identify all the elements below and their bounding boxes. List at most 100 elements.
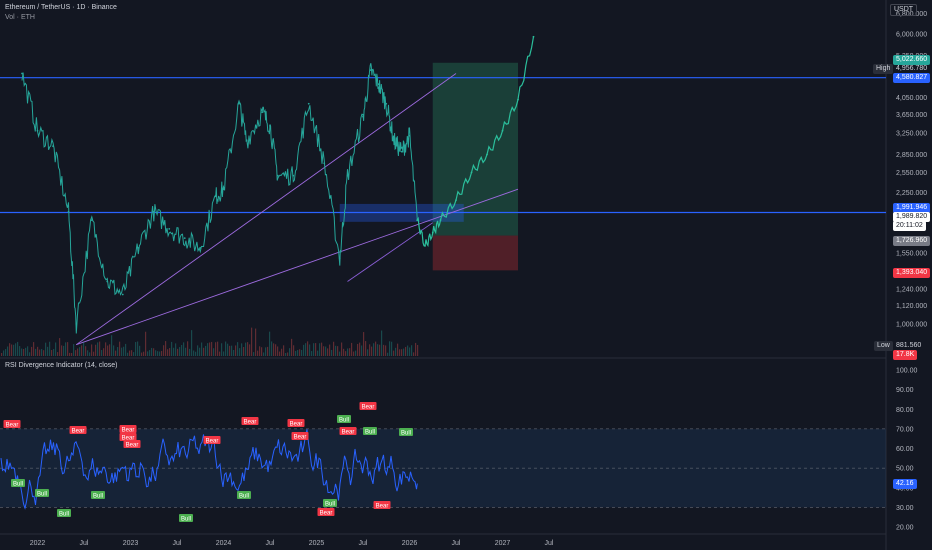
volume-bar — [307, 341, 309, 356]
volume-bar — [179, 347, 181, 356]
volume-bar — [3, 350, 5, 356]
volume-bar — [275, 344, 277, 356]
price-point — [21, 72, 23, 75]
price-axis-tick: 2,850.000 — [896, 152, 927, 159]
volume-bar — [143, 351, 145, 356]
volume-bar — [9, 343, 11, 356]
volume-bar — [101, 350, 103, 356]
volume-bar — [353, 351, 355, 356]
bear-signal-label — [3, 420, 21, 428]
volume-bar — [141, 352, 143, 356]
volume-bar — [403, 348, 405, 356]
price-point — [245, 139, 248, 142]
bull-signal-label — [363, 427, 377, 435]
volume-bar — [73, 344, 75, 356]
volume-bar — [153, 348, 155, 356]
projected-path-line — [416, 36, 535, 248]
volume-bar — [265, 347, 267, 356]
price-axis-tick: 3,650.000 — [896, 112, 927, 119]
volume-bar — [107, 345, 109, 356]
bear-signal-label — [373, 501, 391, 509]
volume-bar — [31, 346, 33, 356]
volume-bar — [123, 346, 125, 356]
price-axis-tick: 4,050.000 — [896, 95, 927, 102]
volume-bar — [169, 348, 171, 356]
volume-bar — [119, 341, 121, 356]
rsi-axis-tick: 30.00 — [896, 505, 914, 512]
bear-signal-text: Bear — [342, 430, 355, 436]
volume-bar — [385, 345, 387, 356]
volume-bar — [99, 341, 101, 356]
volume-bar — [89, 352, 91, 356]
volume-bar — [411, 345, 413, 356]
volume-bar — [47, 346, 49, 356]
bear-signal-label — [241, 417, 259, 425]
volume-bar — [333, 341, 335, 356]
time-axis-tick: Jul — [359, 540, 368, 547]
time-axis-tick: Jul — [266, 540, 275, 547]
volume-bar — [269, 331, 271, 356]
volume-bar — [11, 344, 13, 356]
volume-bar — [375, 341, 377, 356]
projected-point — [486, 153, 488, 156]
price-point — [183, 237, 186, 240]
volume-bar — [267, 346, 269, 356]
price-axis-tick: 6,000.000 — [896, 32, 927, 39]
currency-selector[interactable]: USDT — [890, 4, 918, 16]
volume-bar — [405, 346, 407, 356]
volume-bar — [349, 348, 351, 356]
volume-bar — [23, 349, 25, 356]
bear-signal-text: Bear — [244, 420, 257, 426]
volume-bar — [237, 342, 239, 356]
volume-bar — [263, 352, 265, 356]
rsi-axis-tick: 80.00 — [896, 407, 914, 414]
volume-bar — [17, 341, 19, 356]
stop-zone — [432, 235, 518, 271]
volume-bar — [37, 346, 39, 356]
volume-bar — [393, 350, 395, 356]
volume-bar — [359, 342, 361, 356]
volume-bar — [125, 343, 127, 356]
volume-bar — [15, 343, 17, 356]
bull-signal-text: Bull — [365, 430, 375, 436]
volume-bar — [97, 342, 99, 356]
volume-bar — [281, 348, 283, 356]
volume-bar — [95, 344, 97, 356]
volume-bar — [155, 350, 157, 356]
volume-bar — [413, 352, 415, 356]
price-axis-tick: 1,550.000 — [896, 251, 927, 258]
volume-bar — [215, 342, 217, 356]
bull-signal-label — [57, 509, 71, 517]
price-point — [408, 134, 411, 137]
volume-bar — [291, 338, 293, 356]
volume-bar — [415, 342, 417, 356]
price-point — [377, 83, 380, 86]
volume-value-tag: 17.8K — [893, 350, 918, 360]
projected-point — [424, 245, 426, 247]
volume-bar — [211, 341, 213, 356]
trendline-lower — [76, 188, 519, 346]
time-axis-tick: 2026 — [402, 540, 418, 547]
volume-bar — [225, 341, 227, 356]
price-point — [90, 219, 93, 222]
bull-signal-text: Bull — [93, 494, 103, 500]
volume-bar — [243, 346, 245, 356]
volume-bar — [49, 341, 51, 356]
symbol-title[interactable]: Ethereum / TetherUS · 1D · Binance — [5, 4, 117, 11]
volume-bar — [111, 335, 113, 356]
time-axis-tick: Jul — [545, 540, 554, 547]
volume-bar — [163, 345, 165, 356]
bull-signal-text: Bull — [339, 418, 349, 424]
volume-bar — [335, 345, 337, 356]
bull-signal-label — [11, 479, 25, 487]
bear-signal-text: Bear — [122, 436, 135, 442]
bear-signal-text: Bear — [362, 405, 375, 411]
rsi-legend[interactable]: RSI Divergence Indicator (14, close) — [5, 362, 118, 369]
price-point — [385, 102, 388, 105]
volume-bar — [1, 352, 3, 356]
volume-bar — [377, 344, 379, 356]
volume-bar — [129, 350, 131, 356]
bear-signal-text: Bear — [294, 435, 307, 441]
volume-bar — [25, 347, 27, 356]
